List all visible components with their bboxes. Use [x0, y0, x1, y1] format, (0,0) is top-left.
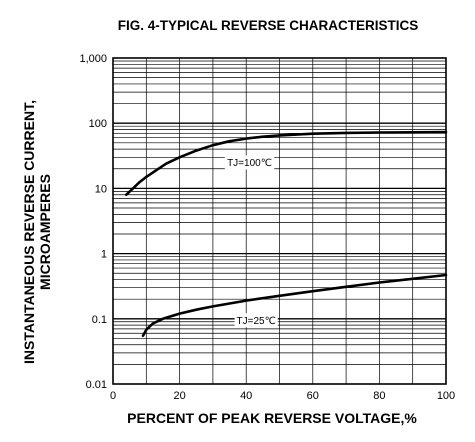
series-annotation: TJ=100℃ [227, 158, 272, 169]
series-lines [125, 130, 448, 338]
y-tick-label: 100 [89, 118, 107, 130]
x-tick-label: 60 [307, 390, 319, 402]
y-axis-title-line-2: MICROAMPERES [37, 174, 53, 290]
chart-title: FIG. 4-TYPICAL REVERSE CHARACTERISTICS [118, 18, 419, 33]
y-tick-label: 1,000 [79, 53, 107, 65]
x-tick-label: 0 [110, 390, 116, 402]
y-axis-title-line-1: INSTANTANEOUS REVERSE CURRENT, [21, 100, 37, 364]
y-tick-labels: 0.01 0.1 1 10 100 1,000 [79, 53, 107, 391]
y-tick-label: 0.1 [92, 314, 107, 326]
series-annotation: TJ=25℃ [237, 316, 276, 327]
x-tick-label: 20 [173, 390, 185, 402]
annotation-background [224, 155, 275, 170]
series-annotations: TJ=100℃ TJ=25℃ [224, 155, 278, 328]
x-tick-label: 40 [240, 390, 252, 402]
y-tick-label: 0.01 [86, 379, 107, 391]
plot-frame [112, 57, 447, 385]
x-axis-title: PERCENT OF PEAK REVERSE VOLTAGE,% [127, 410, 417, 426]
x-tick-label: 100 [437, 390, 455, 402]
x-tick-label: 80 [373, 390, 385, 402]
annotation-background [234, 313, 278, 328]
y-tick-label: 10 [95, 183, 107, 195]
series-line [125, 130, 448, 196]
grid-lines [113, 58, 446, 384]
x-tick-labels: 0 20 40 60 80 100 [110, 390, 455, 402]
y-tick-label: 1 [101, 249, 107, 261]
y-axis-title-group: INSTANTANEOUS REVERSE CURRENT, MICROAMPE… [21, 100, 53, 364]
plot-border [112, 57, 447, 385]
series-line [141, 273, 448, 338]
